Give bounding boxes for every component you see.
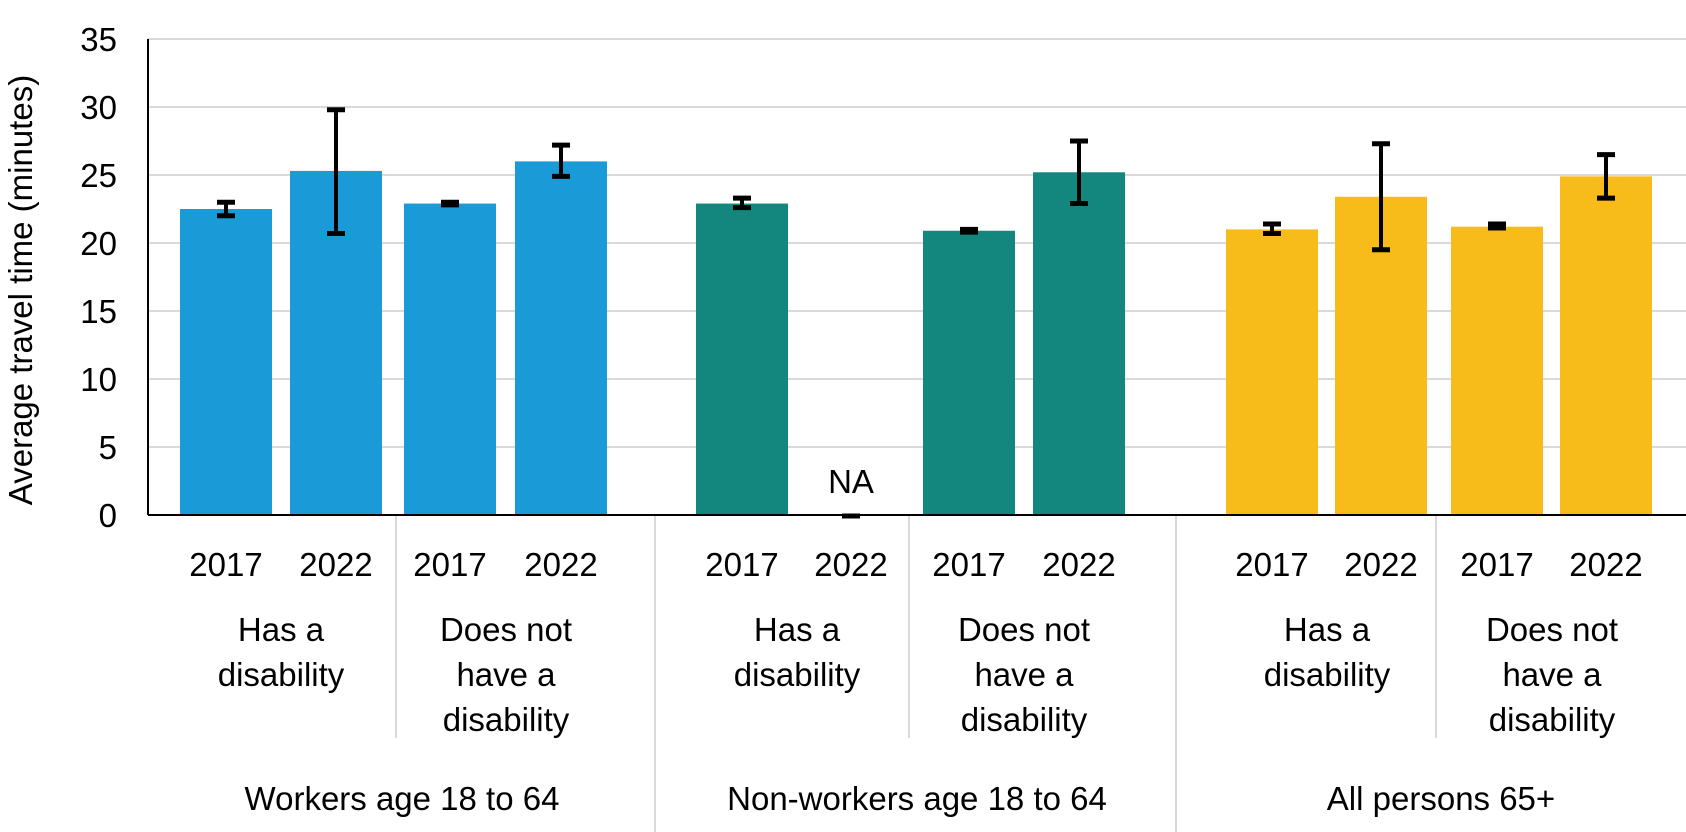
group-label: Non-workers age 18 to 64 [727,780,1107,817]
x-tick-label-year: 2017 [1235,546,1308,583]
x-tick-label-year: 2017 [189,546,262,583]
subgroup-label: Has a [1284,611,1371,648]
subgroup-label: have a [974,656,1074,693]
group-label: Workers age 18 to 64 [245,780,560,817]
bar [1560,176,1652,516]
y-tick-label: 20 [80,225,117,262]
x-tick-label-year: 2022 [299,546,372,583]
y-tick-label: 5 [99,429,117,466]
bar [1226,229,1318,515]
subgroup-label: have a [1502,656,1602,693]
subgroup-label: disability [1264,656,1391,693]
bar [1033,172,1125,515]
x-tick-label-year: 2017 [705,546,778,583]
x-tick-label-year: 2022 [1042,546,1115,583]
y-tick-label: 15 [80,293,117,330]
subgroup-label: disability [218,656,345,693]
subgroup-label: have a [456,656,556,693]
subgroup-label: disability [443,701,570,738]
y-tick-label: 10 [80,361,117,398]
subgroup-label: Has a [754,611,841,648]
y-tick-label: 30 [80,89,117,126]
x-tick-label-year: 2017 [932,546,1005,583]
subgroup-label: disability [961,701,1088,738]
x-tick-label-year: 2022 [814,546,887,583]
x-tick-label-year: 2017 [413,546,486,583]
bar [180,209,272,515]
subgroup-label: Does not [958,611,1090,648]
subgroup-label: Has a [238,611,325,648]
subgroup-label: disability [1489,701,1616,738]
x-tick-label-year: 2017 [1460,546,1533,583]
group-label: All persons 65+ [1327,780,1555,817]
bar [515,161,607,515]
x-tick-label-year: 2022 [1344,546,1417,583]
bar [404,203,496,515]
bar [696,203,788,515]
y-axis-title: Average travel time (minutes) [2,75,39,505]
bar [923,230,1015,515]
y-tick-label: 0 [99,497,117,534]
na-label: NA [828,463,874,500]
subgroup-label: disability [734,656,861,693]
subgroup-label: Does not [440,611,572,648]
y-tick-label: 25 [80,157,117,194]
x-tick-label-year: 2022 [1569,546,1642,583]
subgroup-label: Does not [1486,611,1618,648]
x-tick-label-year: 2022 [524,546,597,583]
y-tick-label: 35 [80,21,117,58]
bar [1451,226,1543,515]
